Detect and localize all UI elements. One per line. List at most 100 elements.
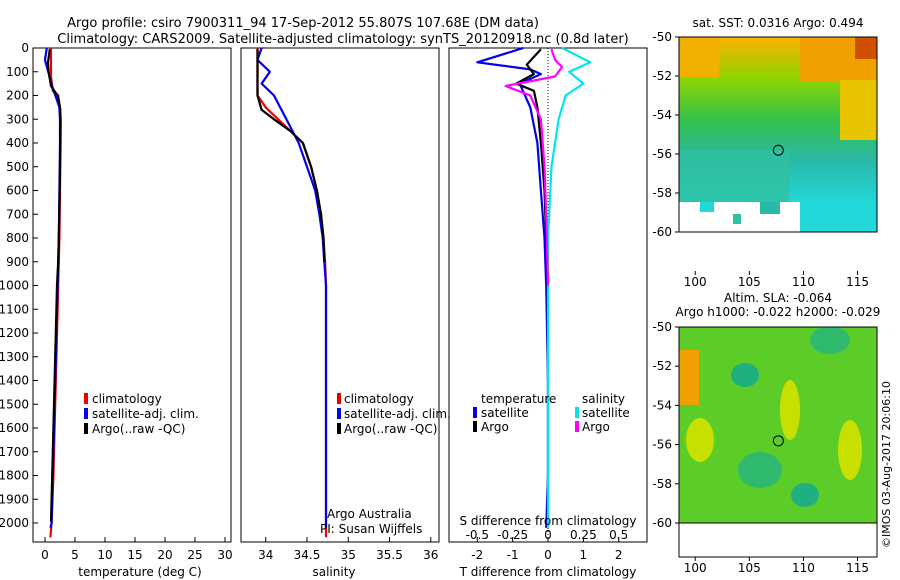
depth-tick-label: 0: [21, 41, 29, 55]
depth-tick-label: 1600: [0, 421, 29, 435]
sal-x-tick-label: 35.5: [376, 548, 403, 562]
map-lat-tick-label: -58: [652, 186, 672, 200]
map-lat-tick-label: -60: [652, 225, 672, 239]
sla-cool-patch: [810, 327, 850, 354]
diff-legend-salinity-header: salinity: [582, 392, 625, 406]
temperature-legend: climatology satellite-adj. clim. Argo(..…: [84, 392, 199, 436]
salinity-note-line-2: PI: Susan Wijffels: [320, 522, 422, 536]
sst-warm-patch: [679, 37, 719, 77]
depth-tick-label: 600: [6, 184, 29, 198]
temp-x-tick-label: 0: [41, 548, 49, 562]
depth-tick-label: 900: [6, 255, 29, 269]
depth-tick-label: 200: [6, 89, 29, 103]
sst-map: [679, 37, 877, 232]
difference-x-axis: -2 -1 0 1 2 -0.5 -0.25 0 0.25 0.5: [466, 528, 629, 562]
map-lon-tick-label: 100: [684, 275, 707, 289]
diff-t-tick-label: -2: [471, 548, 483, 562]
temp-x-tick-label: 10: [97, 548, 112, 562]
map-lat-tick-label: -56: [652, 438, 672, 452]
salinity-x-label: salinity: [312, 565, 355, 579]
diff-swatch-t-satellite: [473, 407, 477, 418]
legend-argo: Argo(..raw -QC): [92, 422, 185, 436]
series-line-s-satellite: [546, 47, 592, 528]
sst-map-frame: [678, 36, 878, 233]
sla-map-title-line-2: Argo h1000: -0.022 h2000: -0.029: [676, 305, 881, 319]
depth-tick-label: 100: [6, 65, 29, 79]
map-lon-tick-label: 100: [684, 561, 707, 575]
salinity-panel: [240, 47, 440, 543]
sla-lat-axis: -50 -52 -54 -56 -58 -60: [652, 320, 679, 530]
diff-swatch-t-argo: [473, 421, 477, 432]
temperature-series: [43, 47, 62, 538]
depth-tick-label: 800: [6, 231, 29, 245]
map-lat-tick-label: -54: [652, 108, 672, 122]
sal-x-tick-label: 34.5: [294, 548, 321, 562]
sst-cold-patch: [679, 150, 789, 202]
map-lat-tick-label: -52: [652, 69, 672, 83]
map-lon-tick-label: 115: [846, 561, 869, 575]
difference-series: [476, 46, 592, 528]
temperature-x-label: temperature (deg C): [78, 565, 201, 579]
legend-satellite: satellite-adj. clim.: [344, 407, 451, 421]
map-lon-tick-label: 105: [738, 561, 761, 575]
title-line-2: Climatology: CARS2009. Satellite-adjuste…: [57, 32, 629, 47]
sla-yellow-patch: [838, 420, 862, 480]
temp-x-tick-label: 15: [127, 548, 142, 562]
salinity-x-axis: 34 34.5 35 35.5 36: [258, 537, 438, 562]
series-line-satellite-adj-clim-: [256, 47, 328, 528]
salinity-note-line-1: Argo Australia: [327, 507, 412, 521]
difference-top-label: S difference from climatology: [460, 514, 637, 528]
temp-x-tick-label: 25: [187, 548, 202, 562]
temperature-panel: [32, 47, 232, 543]
sst-lon-axis: 100 105 110 115: [684, 271, 869, 289]
depth-tick-label: 400: [6, 136, 29, 150]
temp-x-tick-label: 20: [157, 548, 172, 562]
map-lon-tick-label: 110: [792, 561, 815, 575]
depth-tick-label: 1300: [0, 350, 29, 364]
legend-swatch-argo: [337, 423, 341, 434]
map-lat-tick-label: -60: [652, 516, 672, 530]
salinity-legend: climatology satellite-adj. clim. Argo(..…: [337, 392, 451, 436]
imos-watermark: ©IMOS 03-Aug-2017 20:06:10: [880, 381, 893, 548]
sst-float-marker: [772, 144, 784, 156]
diff-s-tick-label: -0.5: [466, 528, 489, 542]
depth-tick-label: 1700: [0, 445, 29, 459]
diff-legend-t-satellite: satellite: [481, 406, 529, 420]
map-lon-tick-label: 110: [792, 275, 815, 289]
depth-tick-label: 700: [6, 207, 29, 221]
depth-tick-label: 1100: [0, 302, 29, 316]
legend-climatology: climatology: [344, 392, 414, 406]
map-lat-tick-label: -50: [652, 320, 672, 334]
legend-climatology: climatology: [92, 392, 162, 406]
diff-legend-t-argo: Argo: [481, 420, 509, 434]
diff-s-tick-label: 0.5: [609, 528, 628, 542]
diff-t-tick-label: -1: [507, 548, 519, 562]
temp-x-tick-label: 5: [71, 548, 79, 562]
sla-cool-patch: [731, 363, 759, 387]
depth-tick-label: 1400: [0, 374, 29, 388]
map-lat-tick-label: -54: [652, 398, 672, 412]
sst-hot-patch: [855, 37, 877, 59]
sla-cool-patch: [738, 452, 782, 488]
difference-legend: temperature salinity satellite satellite…: [473, 392, 630, 434]
sst-edge-cells: [760, 202, 780, 214]
sla-float-marker: [772, 435, 784, 447]
sla-warm-patch: [679, 350, 699, 405]
map-lat-tick-label: -56: [652, 147, 672, 161]
map-lat-tick-label: -52: [652, 359, 672, 373]
depth-tick-label: 300: [6, 112, 29, 126]
diff-swatch-s-satellite: [575, 407, 579, 418]
depth-tick-label: 1500: [0, 397, 29, 411]
diff-s-tick-label: -0.25: [497, 528, 528, 542]
temp-x-tick-label: 30: [217, 548, 232, 562]
sst-edge-cells: [733, 214, 741, 224]
series-line-argo-raw-qc-: [46, 49, 62, 522]
depth-tick-label: 1900: [0, 492, 29, 506]
depth-tick-label: 2000: [0, 516, 29, 530]
legend-swatch-climatology: [337, 393, 341, 404]
sst-map-title: sat. SST: 0.0316 Argo: 0.494: [693, 16, 864, 30]
diff-legend-s-argo: Argo: [582, 420, 610, 434]
sla-yellow-patch: [780, 380, 800, 440]
diff-t-tick-label: 2: [615, 548, 623, 562]
